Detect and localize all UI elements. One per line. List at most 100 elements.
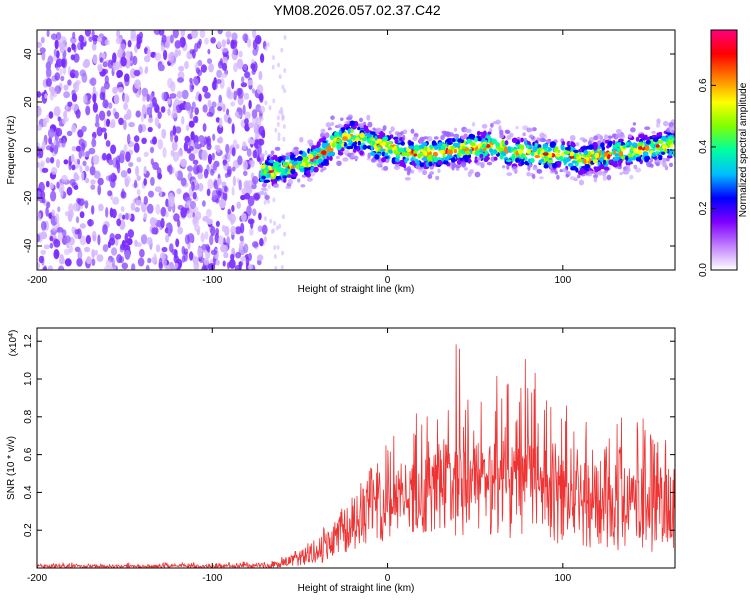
signal-point bbox=[526, 149, 531, 154]
signal-point bbox=[556, 160, 562, 166]
noise-speck bbox=[187, 165, 193, 172]
noise-speck bbox=[117, 48, 123, 59]
noise-speck bbox=[283, 68, 287, 74]
signal-point bbox=[285, 152, 291, 157]
noise-speck bbox=[254, 122, 258, 129]
noise-speck bbox=[116, 254, 122, 264]
noise-speck bbox=[37, 233, 41, 243]
noise-speck bbox=[192, 191, 197, 200]
signal-point bbox=[268, 159, 275, 164]
noise-speck bbox=[146, 203, 154, 214]
signal-point bbox=[570, 143, 576, 148]
noise-speck bbox=[68, 210, 74, 218]
signal-point bbox=[422, 149, 427, 155]
noise-speck bbox=[92, 54, 98, 64]
noise-speck bbox=[152, 136, 157, 145]
noise-speck bbox=[283, 88, 287, 94]
noise-speck bbox=[203, 257, 210, 266]
noise-speck bbox=[240, 194, 246, 201]
noise-speck bbox=[271, 64, 275, 70]
noise-speck bbox=[97, 65, 103, 72]
noise-speck bbox=[157, 139, 164, 150]
noise-speck bbox=[135, 165, 140, 177]
signal-point bbox=[413, 150, 418, 155]
signal-point bbox=[308, 163, 312, 168]
snr-y-label: SNR (10 * v/v) bbox=[6, 436, 17, 500]
signal-point bbox=[442, 159, 449, 165]
noise-speck bbox=[126, 109, 132, 120]
noise-speck bbox=[59, 68, 63, 76]
signal-point bbox=[644, 136, 651, 141]
noise-speck bbox=[251, 88, 256, 94]
noise-speck bbox=[45, 114, 50, 124]
noise-speck bbox=[63, 248, 70, 256]
noise-speck bbox=[198, 135, 205, 143]
noise-speck bbox=[244, 118, 249, 125]
signal-point bbox=[262, 182, 267, 188]
noise-speck bbox=[90, 184, 96, 190]
signal-point bbox=[321, 166, 327, 171]
noise-speck bbox=[280, 106, 283, 112]
noise-speck bbox=[197, 247, 203, 258]
signal-point bbox=[655, 162, 660, 167]
noise-speck bbox=[192, 116, 198, 123]
noise-speck bbox=[277, 132, 281, 138]
noise-speck bbox=[90, 77, 97, 86]
noise-speck bbox=[78, 198, 85, 206]
noise-speck bbox=[230, 253, 235, 261]
signal-point bbox=[313, 158, 317, 164]
noise-speck bbox=[70, 154, 75, 163]
signal-point bbox=[394, 157, 400, 163]
noise-speck bbox=[231, 32, 238, 41]
noise-speck bbox=[128, 121, 135, 128]
noise-speck bbox=[74, 229, 80, 235]
signal-point bbox=[464, 157, 469, 163]
signal-point bbox=[578, 148, 583, 153]
noise-speck bbox=[243, 243, 249, 254]
noise-speck bbox=[134, 206, 140, 213]
signal-point bbox=[486, 161, 493, 166]
noise-speck bbox=[176, 188, 182, 195]
signal-point bbox=[515, 125, 519, 130]
noise-speck bbox=[147, 257, 152, 264]
noise-speck bbox=[216, 144, 221, 153]
noise-speck bbox=[206, 143, 212, 151]
signal-point bbox=[603, 152, 609, 157]
noise-speck bbox=[207, 99, 212, 108]
noise-speck bbox=[155, 203, 161, 215]
noise-speck bbox=[63, 159, 69, 165]
noise-speck bbox=[198, 182, 204, 192]
noise-speck bbox=[246, 148, 252, 157]
signal-point bbox=[286, 174, 292, 178]
signal-point bbox=[480, 161, 485, 167]
signal-point bbox=[456, 142, 462, 148]
noise-speck bbox=[118, 213, 123, 219]
signal-point bbox=[401, 141, 405, 146]
signal-point bbox=[625, 141, 629, 146]
signal-point bbox=[440, 135, 445, 141]
noise-speck bbox=[241, 76, 245, 83]
x-tick-label: -100 bbox=[202, 275, 222, 286]
signal-point bbox=[264, 194, 270, 200]
noise-speck bbox=[238, 50, 243, 58]
signal-point bbox=[371, 140, 376, 145]
signal-point bbox=[570, 166, 575, 171]
signal-point bbox=[447, 149, 453, 155]
noise-speck bbox=[223, 252, 229, 259]
signal-point bbox=[499, 129, 504, 136]
signal-point bbox=[504, 129, 510, 134]
signal-point bbox=[285, 166, 289, 173]
noise-speck bbox=[201, 265, 208, 270]
signal-point bbox=[532, 127, 537, 132]
signal-point bbox=[635, 167, 642, 173]
chart-title: YM08.2026.057.02.37.C42 bbox=[273, 2, 441, 18]
noise-speck bbox=[111, 257, 115, 268]
signal-point bbox=[644, 145, 650, 151]
noise-speck bbox=[91, 249, 96, 259]
noise-speck bbox=[136, 175, 141, 182]
noise-speck bbox=[260, 53, 265, 64]
noise-speck bbox=[145, 264, 150, 270]
signal-point bbox=[493, 149, 498, 154]
signal-point bbox=[569, 152, 574, 157]
signal-point bbox=[433, 136, 439, 140]
